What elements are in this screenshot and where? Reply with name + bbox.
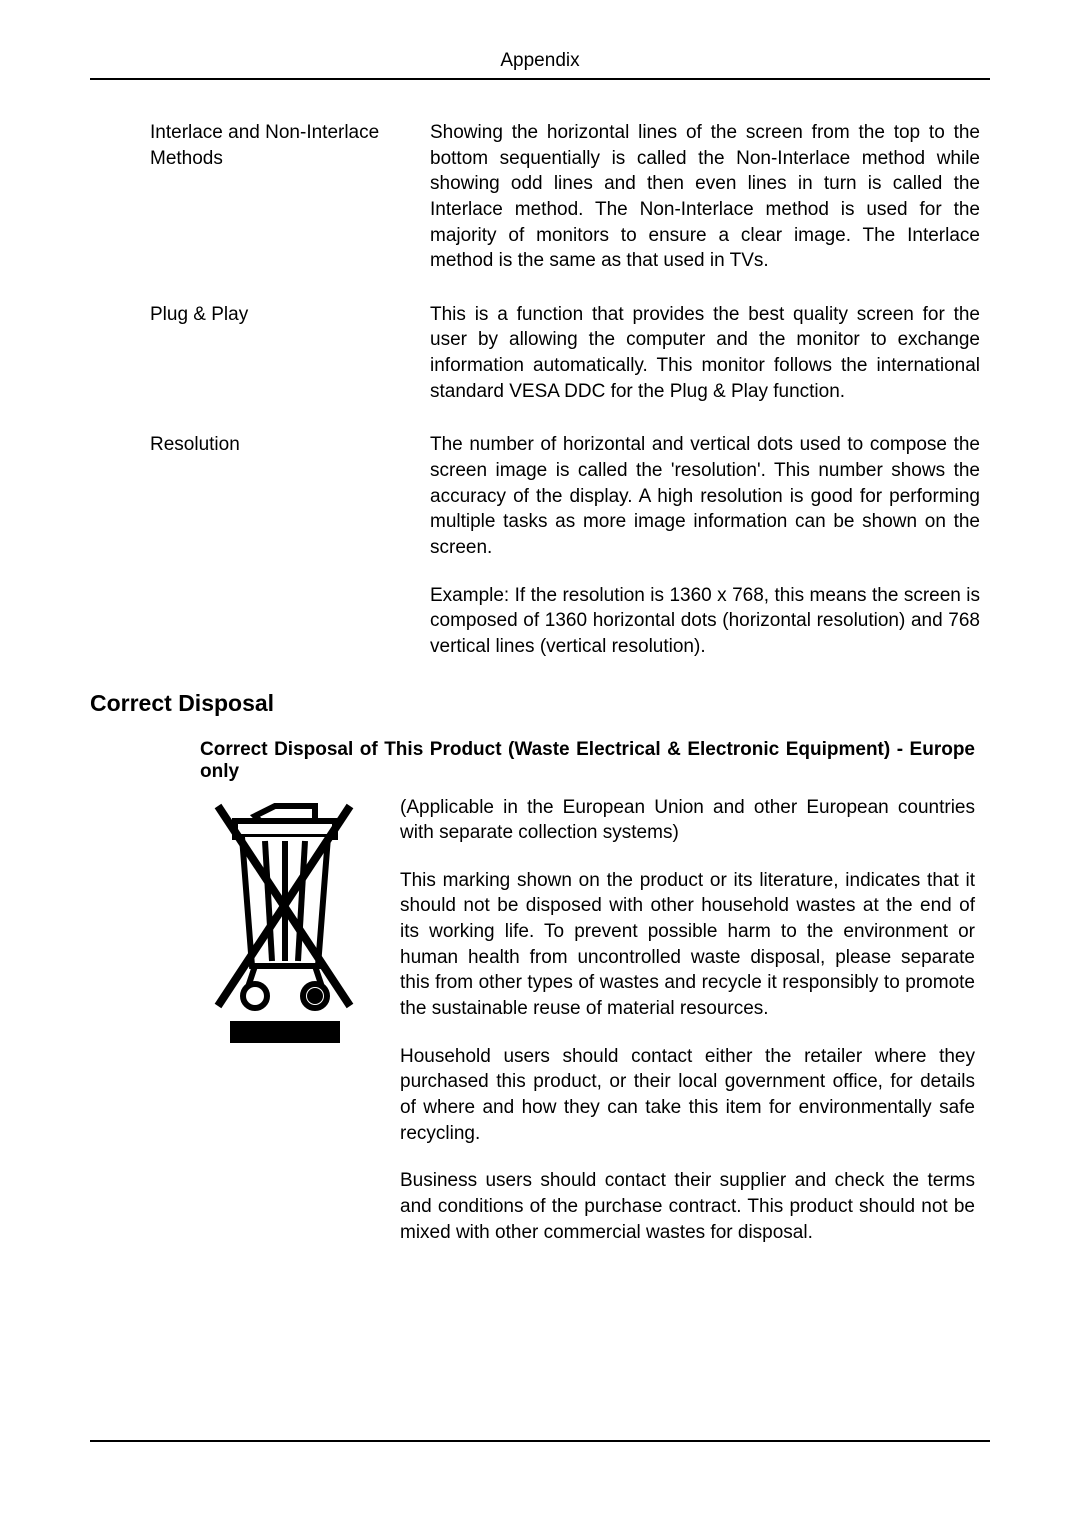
weee-bin-icon [200, 801, 370, 1051]
definition-desc-p1: The number of horizontal and vertical do… [430, 432, 980, 560]
definition-description: The number of horizontal and vertical do… [430, 432, 980, 659]
definitions-list: Interlace and Non-Interlace Methods Show… [90, 120, 990, 660]
definition-description: This is a function that provides the bes… [430, 302, 980, 405]
weee-icon-column [200, 795, 400, 1268]
disposal-title: Correct Disposal of This Product (Waste … [200, 739, 975, 783]
page-header: Appendix [90, 50, 990, 80]
disposal-section: Correct Disposal of This Product (Waste … [90, 739, 990, 1268]
disposal-paragraph: Household users should contact either th… [400, 1044, 975, 1147]
definition-row: Resolution The number of horizontal and … [150, 432, 980, 659]
definition-term: Interlace and Non-Interlace Methods [150, 120, 430, 274]
disposal-text-column: (Applicable in the European Union and ot… [400, 795, 975, 1268]
definition-term: Plug & Play [150, 302, 430, 405]
definition-row: Interlace and Non-Interlace Methods Show… [150, 120, 980, 274]
disposal-content: (Applicable in the European Union and ot… [200, 795, 975, 1268]
section-heading: Correct Disposal [90, 690, 990, 717]
disposal-paragraph: Business users should contact their supp… [400, 1168, 975, 1245]
definition-row: Plug & Play This is a function that prov… [150, 302, 980, 405]
footer-divider [90, 1440, 990, 1442]
disposal-paragraph: This marking shown on the product or its… [400, 868, 975, 1022]
header-title-text: Appendix [500, 50, 579, 71]
definition-term: Resolution [150, 432, 430, 659]
disposal-paragraph: (Applicable in the European Union and ot… [400, 795, 975, 846]
definition-description: Showing the horizontal lines of the scre… [430, 120, 980, 274]
definition-desc-p2: Example: If the resolution is 1360 x 768… [430, 583, 980, 660]
